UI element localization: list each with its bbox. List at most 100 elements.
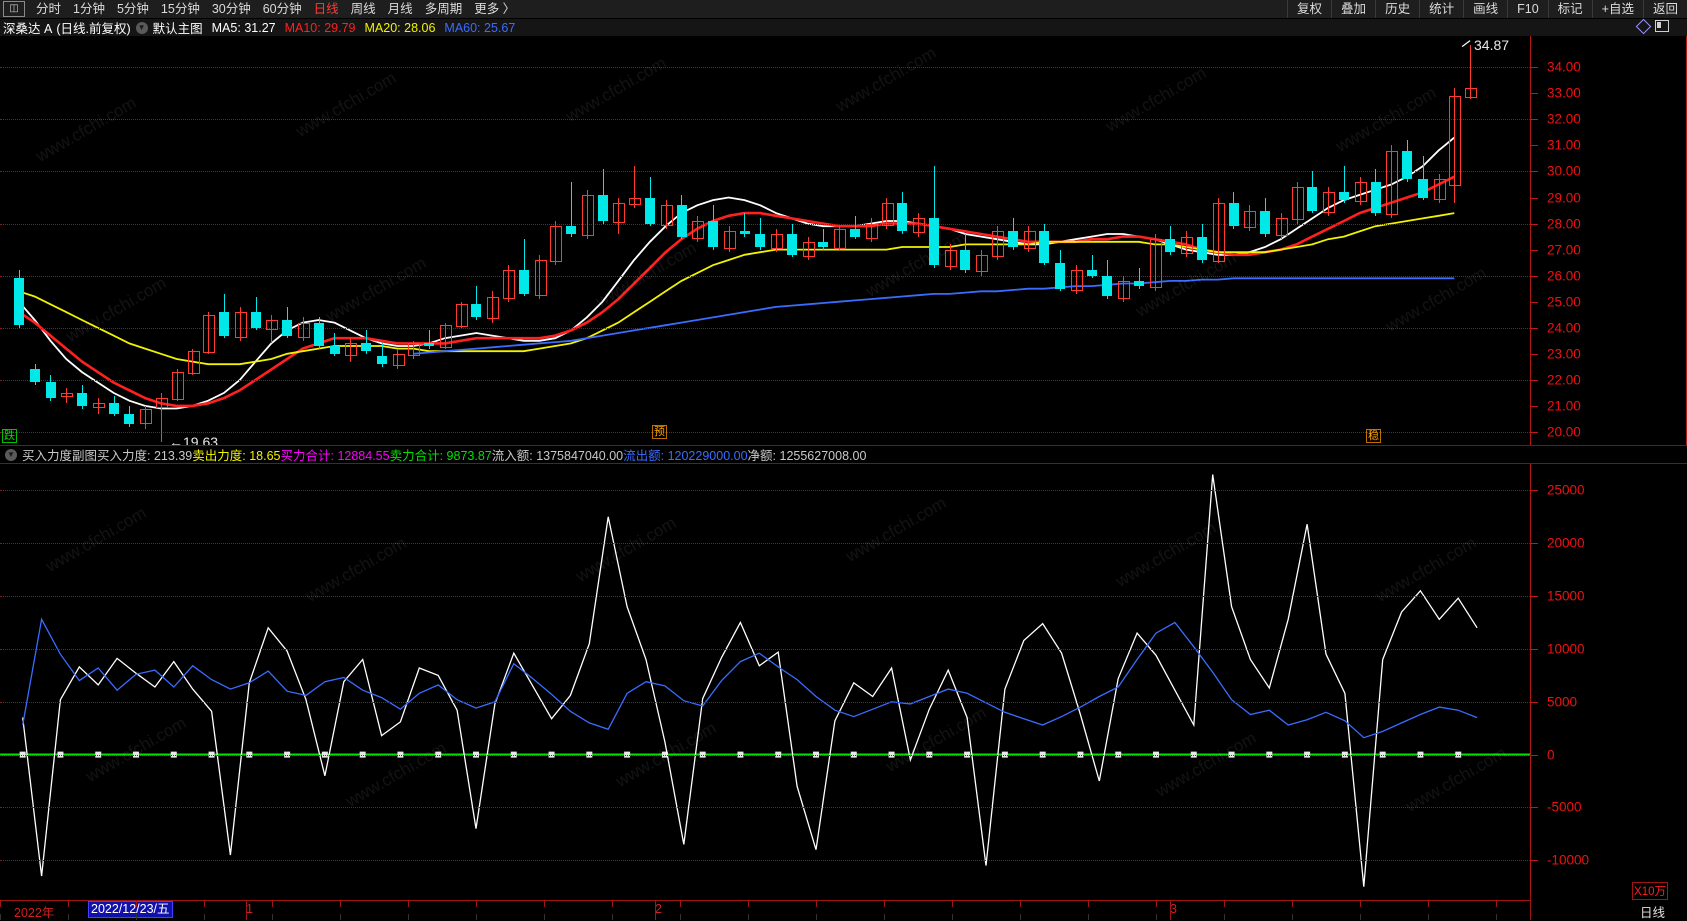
- toolbar-add-favorite-button[interactable]: +自选: [1591, 0, 1643, 18]
- period-tab-more[interactable]: 更多 〉: [474, 2, 516, 16]
- last-price-annotation: 34.87: [1474, 37, 1510, 53]
- price-axis-label: 20.00: [1547, 424, 1581, 440]
- period-tab-5min[interactable]: 5分钟: [116, 2, 149, 16]
- price-gridline: [0, 275, 1530, 277]
- period-tab-60min[interactable]: 60分钟: [262, 2, 302, 16]
- price-axis: 34.00 33.00 32.00 31.00 30.00 29.00 28.00 27.00…: [1530, 36, 1687, 445]
- candle-down: [314, 322, 324, 346]
- candle-down: [598, 194, 608, 221]
- price-axis-tick: [1531, 249, 1538, 251]
- candle-down: [1165, 239, 1175, 253]
- candle-up: [1465, 88, 1477, 98]
- indicator-gridline: [0, 648, 1530, 650]
- time-axis-subtick: [612, 914, 613, 920]
- candle-up: [629, 197, 641, 205]
- candle-wick: [808, 236, 809, 261]
- candle-wick: [855, 215, 856, 240]
- candle-down: [519, 270, 529, 294]
- period-tab-30min[interactable]: 30分钟: [211, 2, 251, 16]
- toolbar-drawline-button[interactable]: 画线: [1463, 0, 1507, 18]
- candle-down: [30, 369, 40, 383]
- toolbar-history-button[interactable]: 历史: [1375, 0, 1419, 18]
- candle-up: [771, 233, 783, 249]
- time-axis-tick: [612, 901, 613, 907]
- candle-up: [1118, 280, 1130, 299]
- time-axis-subtick: [1292, 914, 1293, 920]
- indicator-axis-label: 25000: [1547, 482, 1585, 498]
- candle-wick: [1249, 205, 1250, 232]
- sub-chevron-down-icon[interactable]: ▼: [5, 448, 17, 461]
- window-icon[interactable]: ◫: [3, 1, 25, 17]
- chevron-down-icon[interactable]: ▼: [135, 21, 148, 34]
- toolbar-overlay-button[interactable]: 叠加: [1331, 0, 1375, 18]
- candle-up: [345, 343, 357, 356]
- time-axis[interactable]: 2022年 2022/12/23/五 1 2 3 X10万 日线: [0, 882, 1687, 920]
- period-tab-multi[interactable]: 多周期: [424, 2, 463, 16]
- candle-up: [1024, 231, 1036, 249]
- period-tab-monthly[interactable]: 月线: [387, 2, 413, 16]
- candle-down: [1307, 187, 1317, 211]
- candle-down: [787, 233, 797, 255]
- candle-wick: [240, 306, 241, 341]
- price-gridline: [0, 223, 1530, 225]
- candle-up: [156, 398, 168, 408]
- candle-wick: [744, 213, 745, 237]
- toolbar-mark-button[interactable]: 标记: [1547, 0, 1592, 18]
- price-axis-label: 32.00: [1547, 111, 1581, 127]
- candle-wick: [697, 215, 698, 242]
- price-axis-tick: [1531, 379, 1538, 381]
- sub-chart-legend: ▼ 买入力度副图 买入力度: 213.39 卖出力度: 18.65 买力合计: …: [0, 446, 1687, 463]
- indicator-axis-label: 15000: [1547, 588, 1585, 604]
- time-axis-tick: [408, 901, 409, 907]
- candle-up: [550, 226, 562, 263]
- top-toolbar: ◫ 分时 1分钟 5分钟 15分钟 30分钟 60分钟 日线 周线 月线 多周期…: [0, 0, 1687, 19]
- period-note-label: (日线.前复权): [56, 22, 131, 36]
- time-axis-subtick: [136, 914, 137, 920]
- stock-name-label[interactable]: 深桑达 A: [3, 22, 53, 36]
- candle-down: [1197, 236, 1207, 261]
- main-price-pane[interactable]: 34.00 33.00 32.00 31.00 30.00 29.00 28.00 27.00…: [0, 36, 1687, 450]
- candle-down: [850, 228, 860, 237]
- time-label-month-1: 1: [246, 902, 253, 916]
- candle-up: [1355, 181, 1367, 203]
- period-tab-15min[interactable]: 15分钟: [160, 2, 200, 16]
- sub-indicator-pane[interactable]: 25000 20000 15000 10000 5000 0 -5000 -10000: [0, 464, 1687, 892]
- indicator-axis-tick: [1531, 596, 1538, 598]
- candle-down: [330, 346, 340, 354]
- toolbar-fuquan-button[interactable]: 复权: [1287, 0, 1331, 18]
- period-tab-weekly[interactable]: 周线: [350, 2, 376, 16]
- candle-up: [1434, 179, 1446, 200]
- candle-up: [503, 270, 515, 299]
- diamond-icon[interactable]: [1635, 18, 1652, 34]
- indicator-gridline: [0, 807, 1530, 809]
- time-axis-subtick: [748, 914, 749, 920]
- period-tab-fenshi[interactable]: 分时: [36, 2, 62, 16]
- sell-total-field: 卖力合计: 9873.87: [389, 449, 492, 463]
- time-label-year: 2022年: [14, 906, 55, 920]
- time-axis-subtick: [1088, 914, 1089, 920]
- candle-up: [298, 322, 310, 338]
- net-amount-field: 净额: 1255627008.00: [747, 449, 867, 463]
- candle-wick: [871, 218, 872, 242]
- candle-up: [913, 218, 925, 234]
- price-axis-label: 28.00: [1547, 216, 1581, 232]
- ma10-label: MA10: 29.79: [284, 20, 356, 35]
- time-axis-tick: [1224, 901, 1225, 907]
- candle-down: [818, 241, 828, 247]
- candle-wick: [918, 213, 919, 237]
- candle-down: [1339, 192, 1349, 201]
- indicator-axis-tick: [1531, 807, 1538, 809]
- candle-up: [535, 260, 547, 296]
- panel-icon[interactable]: [1655, 20, 1669, 32]
- candle-wick: [1186, 231, 1187, 258]
- period-tab-daily[interactable]: 日线: [313, 2, 339, 16]
- indicator-axis-label: -10000: [1547, 852, 1590, 868]
- candle-up: [1181, 236, 1193, 255]
- candle-wick: [823, 228, 824, 250]
- toolbar-statistics-button[interactable]: 统计: [1419, 0, 1463, 18]
- toolbar-back-button[interactable]: 返回: [1642, 0, 1687, 18]
- indicator-line-sell: [22, 617, 1478, 739]
- period-tab-1min[interactable]: 1分钟: [73, 2, 105, 16]
- toolbar-f10-button[interactable]: F10: [1507, 0, 1548, 18]
- main-chart-legend: 深桑达 A (日线.前复权) ▼ 默认主图 MA5: 31.27 MA10: 2…: [0, 19, 1687, 36]
